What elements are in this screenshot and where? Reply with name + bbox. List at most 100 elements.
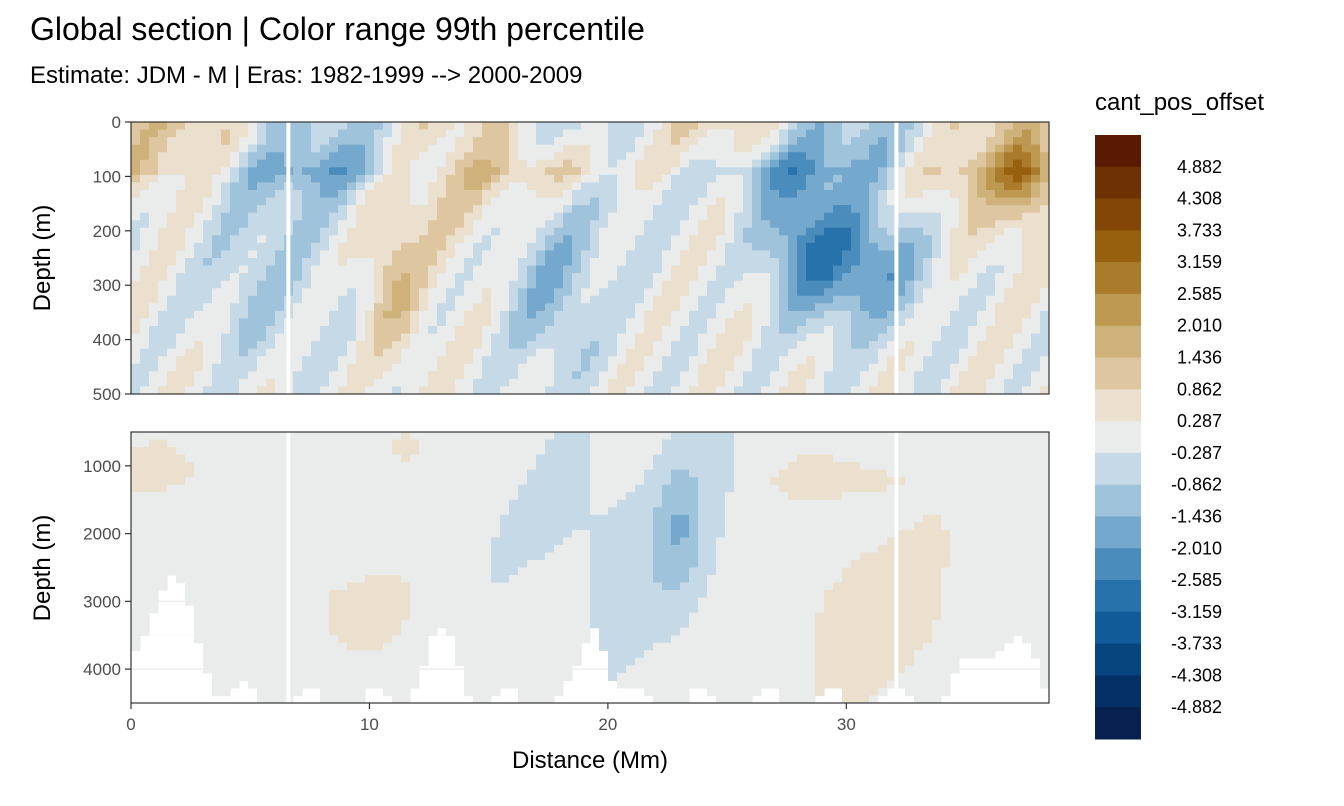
field-cell — [959, 371, 969, 380]
field-cell — [680, 462, 690, 471]
field-cell — [509, 212, 519, 221]
field-cell — [788, 159, 798, 168]
field-cell — [500, 310, 510, 320]
field-cell — [698, 235, 708, 244]
field-cell — [338, 258, 348, 267]
field-cell — [140, 197, 150, 206]
field-cell — [239, 492, 249, 501]
field-cell — [428, 129, 438, 138]
field-cell — [1022, 212, 1032, 221]
field-cell — [806, 326, 816, 335]
field-cell — [545, 371, 555, 380]
field-cell — [590, 356, 600, 365]
field-cell — [275, 129, 285, 138]
field-cell — [185, 258, 195, 267]
field-cell — [860, 356, 870, 365]
field-cell — [212, 242, 222, 252]
field-cell — [680, 378, 690, 388]
field-cell — [347, 295, 357, 304]
field-cell — [320, 371, 330, 380]
field-cell — [203, 447, 213, 456]
field-cell — [455, 507, 465, 516]
field-cell — [1013, 462, 1023, 471]
field-cell — [752, 499, 762, 508]
field-cell — [374, 341, 384, 350]
field-cell — [644, 356, 654, 365]
field-cell — [383, 137, 393, 146]
field-cell — [257, 122, 267, 131]
field-cell — [959, 280, 969, 289]
field-cell — [1022, 159, 1032, 168]
field-cell — [311, 318, 321, 327]
field-cell — [518, 205, 528, 214]
field-cell — [887, 318, 897, 327]
field-cell — [833, 363, 843, 372]
field-cell — [509, 167, 519, 176]
field-cell — [311, 220, 321, 229]
field-cell — [221, 477, 231, 486]
field-cell — [689, 137, 699, 146]
field-cell — [743, 190, 753, 199]
field-cell — [158, 462, 168, 471]
field-cell — [716, 477, 726, 486]
field-cell — [266, 514, 276, 523]
field-cell — [563, 174, 573, 184]
field-cell — [185, 190, 195, 199]
field-cell — [815, 129, 825, 138]
field-cell — [905, 220, 915, 229]
field-cell — [1022, 318, 1032, 327]
field-cell — [653, 522, 663, 531]
field-cell — [725, 356, 735, 365]
field-cell — [473, 477, 483, 486]
field-cell — [635, 492, 645, 501]
field-cell — [833, 469, 843, 478]
field-cell — [923, 212, 933, 221]
field-cell — [518, 159, 528, 168]
field-cell — [140, 499, 150, 508]
field-cell — [464, 280, 474, 289]
field-cell — [698, 484, 708, 493]
field-cell — [689, 220, 699, 229]
field-cell — [698, 129, 708, 138]
field-cell — [788, 447, 798, 456]
field-cell — [293, 122, 303, 131]
field-cell — [347, 386, 357, 394]
field-cell — [527, 242, 537, 252]
field-cell — [743, 356, 753, 365]
field-cell — [338, 454, 348, 463]
field-cell — [824, 454, 834, 463]
field-cell — [815, 469, 825, 478]
field-cell — [626, 507, 636, 516]
field-cell — [950, 159, 960, 168]
field-cell — [662, 507, 672, 516]
field-cell — [482, 190, 492, 199]
field-cell — [527, 273, 537, 282]
field-cell — [455, 477, 465, 486]
field-cell — [257, 432, 267, 441]
field-cell — [473, 303, 483, 312]
field-cell — [221, 258, 231, 267]
field-cell — [158, 250, 168, 259]
field-cell — [239, 220, 249, 229]
field-cell — [1022, 265, 1032, 274]
field-cell — [131, 220, 141, 229]
field-cell — [914, 205, 924, 214]
field-cell — [653, 227, 663, 236]
field-cell — [599, 432, 609, 441]
field-cell — [698, 190, 708, 199]
field-cell — [302, 432, 312, 441]
field-cell — [959, 205, 969, 214]
field-cell — [617, 469, 627, 478]
field-cell — [536, 258, 546, 267]
field-cell — [671, 280, 681, 289]
field-cell — [518, 333, 528, 342]
field-cell — [878, 326, 888, 335]
field-cell — [500, 484, 510, 493]
field-cell — [419, 295, 429, 304]
field-cell — [995, 303, 1005, 312]
field-cell — [185, 363, 195, 372]
field-cell — [1031, 137, 1041, 146]
field-cell — [923, 273, 933, 282]
field-cell — [455, 174, 465, 184]
field-cell — [140, 326, 150, 335]
